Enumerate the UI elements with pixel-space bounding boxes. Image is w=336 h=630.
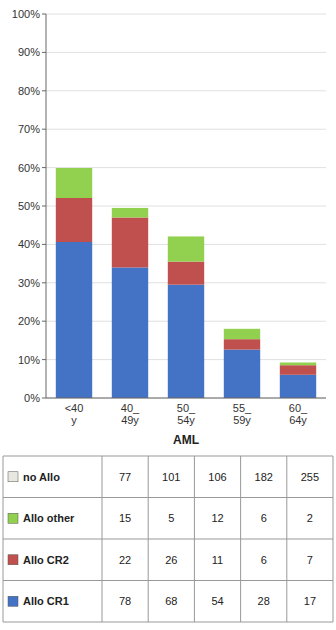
table-rule xyxy=(3,456,4,622)
table-value: 106 xyxy=(208,471,226,483)
grid-line xyxy=(46,167,326,168)
table-value: 182 xyxy=(255,471,273,483)
bar-segment xyxy=(168,236,204,261)
tick-label: 20% xyxy=(18,315,40,327)
x-axis: <40y 40_49y 50_54y 55_59y 60_64y xyxy=(65,402,308,426)
table-value: 28 xyxy=(258,595,270,607)
table-value: 5 xyxy=(168,512,174,524)
row-swatch xyxy=(8,513,18,523)
tick-mark xyxy=(42,398,46,399)
bars xyxy=(56,168,316,398)
tick-mark xyxy=(42,167,46,168)
row-swatch xyxy=(8,472,18,482)
table-value: 77 xyxy=(119,471,131,483)
tick-label: 60_64y xyxy=(289,402,308,426)
tick-label: 50% xyxy=(18,200,40,212)
bar-segment xyxy=(224,350,260,398)
table-rule xyxy=(3,456,333,457)
tick-mark xyxy=(42,129,46,130)
row-swatch xyxy=(8,555,18,565)
table-value: 2 xyxy=(307,512,313,524)
table-value: 6 xyxy=(261,554,267,566)
tick-label: 80% xyxy=(18,85,40,97)
table-value: 255 xyxy=(301,471,319,483)
table-rule xyxy=(194,456,195,622)
table-rule xyxy=(286,456,287,622)
table-value: 26 xyxy=(165,554,177,566)
tick-label: 0% xyxy=(24,392,40,404)
table-value: 54 xyxy=(211,595,223,607)
table-value: 22 xyxy=(119,554,131,566)
row-label: Allo other xyxy=(23,512,75,524)
row-label: Allo CR1 xyxy=(23,595,69,607)
axis-label: AML xyxy=(173,433,199,447)
tick-mark xyxy=(42,206,46,207)
table-value: 7 xyxy=(307,554,313,566)
table-value: 68 xyxy=(165,595,177,607)
tick-mark xyxy=(42,359,46,360)
y-axis: 0% 10% 20% 30% 40% 50% 60% 70% 80% 90% 100% xyxy=(12,8,326,404)
table-rule xyxy=(3,622,333,623)
table-rule xyxy=(333,456,334,622)
table-rule xyxy=(3,580,333,581)
bar-segment xyxy=(112,267,148,398)
grid-line xyxy=(46,90,326,91)
grid-line xyxy=(46,129,326,130)
bar-segment xyxy=(56,242,92,398)
chart: 0% 10% 20% 30% 40% 50% 60% 70% 80% 90% 100% <40y 40_… xyxy=(0,0,336,630)
tick-mark xyxy=(42,14,46,15)
table-rule xyxy=(3,497,333,498)
grid-line xyxy=(46,14,326,15)
bar-segment xyxy=(224,329,260,339)
bar-segment xyxy=(56,198,92,242)
tick-label: 50_54y xyxy=(177,402,196,426)
table-value: 12 xyxy=(211,512,223,524)
bar-segment xyxy=(168,262,204,285)
grid-line xyxy=(46,52,326,53)
table-value: 17 xyxy=(304,595,316,607)
tick-label: 10% xyxy=(18,354,40,366)
table-rule xyxy=(102,456,103,622)
table-value: 78 xyxy=(119,595,131,607)
tick-label: 90% xyxy=(18,46,40,58)
tick-label: 30% xyxy=(18,277,40,289)
tick-mark xyxy=(42,244,46,245)
tick-label: 70% xyxy=(18,123,40,135)
tick-label: 60% xyxy=(18,162,40,174)
row-label: no Allo xyxy=(23,471,60,483)
tick-mark xyxy=(42,321,46,322)
tick-label: <40y xyxy=(65,402,84,426)
table-value: 6 xyxy=(261,512,267,524)
tick-mark xyxy=(42,90,46,91)
bar-segment xyxy=(112,218,148,268)
bar-segment xyxy=(280,365,316,375)
bar-segment xyxy=(280,362,316,365)
table-value: 101 xyxy=(162,471,180,483)
table-value: 11 xyxy=(212,554,223,566)
tick-label: 55_59y xyxy=(233,402,252,426)
bar-segment xyxy=(224,339,260,349)
grid-line xyxy=(46,398,326,399)
tick-mark xyxy=(42,282,46,283)
bar-segment xyxy=(56,168,92,198)
tick-mark xyxy=(42,52,46,53)
table-value: 15 xyxy=(119,512,131,524)
table-rule xyxy=(3,539,333,540)
table-rule xyxy=(148,456,149,622)
row-swatch xyxy=(8,596,18,606)
tick-label: 40_49y xyxy=(121,402,140,426)
bar-segment xyxy=(168,285,204,398)
bar-segment xyxy=(112,208,148,218)
row-label: Allo CR2 xyxy=(23,554,69,566)
y-axis-line xyxy=(46,14,47,398)
bar-segment xyxy=(280,375,316,398)
x-axis-line xyxy=(46,398,326,399)
tick-label: 40% xyxy=(18,238,40,250)
table-rule xyxy=(240,456,241,622)
tick-label: 100% xyxy=(12,8,40,20)
table: no Allo 77 101 106 182 255 Allo other 15 5 12 6 2 Al… xyxy=(3,456,333,622)
